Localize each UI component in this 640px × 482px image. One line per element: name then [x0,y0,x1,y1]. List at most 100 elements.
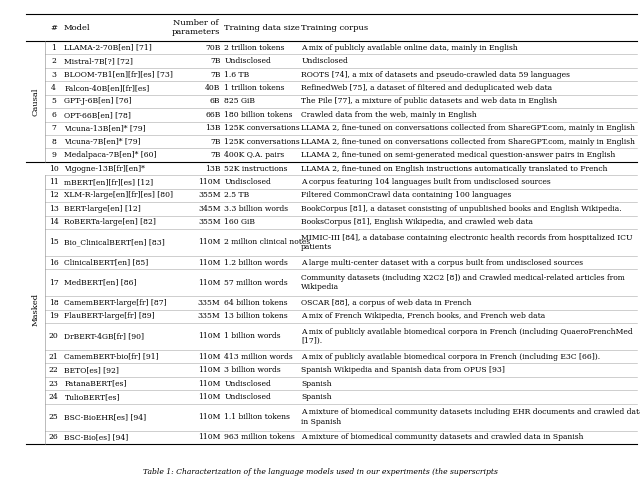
Text: 110M: 110M [198,379,220,388]
Text: 400K Q.A. pairs: 400K Q.A. pairs [225,151,285,159]
Text: 23: 23 [49,379,59,388]
Text: LLAMA 2, fine-tuned on conversations collected from ShareGPT.com, mainly in Engl: LLAMA 2, fine-tuned on conversations col… [301,138,636,146]
Text: DrBERT-4GB[fr] [90]: DrBERT-4GB[fr] [90] [65,333,145,340]
Text: MedBERT[en] [86]: MedBERT[en] [86] [65,279,137,287]
Text: LLAMA 2, fine-tuned on semi-generated medical question-answer pairs in English: LLAMA 2, fine-tuned on semi-generated me… [301,151,616,159]
Text: Community datasets (including X2C2 [8]) and Crawled medical-related articles fro: Community datasets (including X2C2 [8]) … [301,274,625,291]
Text: 1: 1 [51,44,56,52]
Text: BLOOM-7B1[en][fr][es] [73]: BLOOM-7B1[en][fr][es] [73] [65,70,173,79]
Text: Undisclosed: Undisclosed [225,393,271,401]
Text: 52K instructions: 52K instructions [225,164,288,173]
Text: Undisclosed: Undisclosed [301,57,348,65]
Text: 1.1 billion tokens: 1.1 billion tokens [225,413,291,421]
Text: 110M: 110M [198,413,220,421]
Text: mBERT[en][fr][es] [12]: mBERT[en][fr][es] [12] [65,178,154,186]
Text: 26: 26 [49,433,58,441]
Text: 1 trillion tokens: 1 trillion tokens [225,84,285,92]
Text: 5: 5 [51,97,56,106]
Text: BooksCorpus [81], English Wikipedia, and crawled web data: BooksCorpus [81], English Wikipedia, and… [301,218,533,227]
Text: BSC-Bio[es] [94]: BSC-Bio[es] [94] [65,433,129,441]
Text: 13B: 13B [205,164,220,173]
Text: 70B: 70B [205,44,220,52]
Text: 1.6 TB: 1.6 TB [225,70,250,79]
Text: 17: 17 [49,279,58,287]
Text: 19: 19 [49,312,58,321]
Text: Vigogne-13B[fr][en]*: Vigogne-13B[fr][en]* [65,164,145,173]
Text: 180 billion tokens: 180 billion tokens [225,111,293,119]
Text: 7B: 7B [210,70,220,79]
Text: 7: 7 [51,124,56,132]
Text: 125K conversations: 125K conversations [225,138,300,146]
Text: 1.2 billion words: 1.2 billion words [225,259,288,267]
Text: 160 GiB: 160 GiB [225,218,255,227]
Text: 355M: 355M [198,218,220,227]
Text: BERT-large[en] [12]: BERT-large[en] [12] [65,205,141,213]
Text: 110M: 110M [198,366,220,374]
Text: 24: 24 [49,393,58,401]
Text: 13B: 13B [205,124,220,132]
Text: 40B: 40B [205,84,220,92]
Text: Spanish: Spanish [301,379,332,388]
Text: MIMIC-III [84], a database containing electronic health records from hospitalize: MIMIC-III [84], a database containing el… [301,234,633,251]
Text: Undisclosed: Undisclosed [225,379,271,388]
Text: 2: 2 [51,57,56,65]
Text: #: # [50,24,57,32]
Text: 345M: 345M [198,205,220,213]
Text: Spanish: Spanish [301,393,332,401]
Text: BSC-BioEHR[es] [94]: BSC-BioEHR[es] [94] [65,413,147,421]
Text: 3 billion words: 3 billion words [225,366,281,374]
Text: 110M: 110M [198,239,220,246]
Text: Crawled data from the web, mainly in English: Crawled data from the web, mainly in Eng… [301,111,477,119]
Text: Vicuna-13B[en]* [79]: Vicuna-13B[en]* [79] [65,124,146,132]
Text: A mixture of biomedical community datasets including EHR documents and crawled d: A mixture of biomedical community datase… [301,408,640,426]
Text: Undisclosed: Undisclosed [225,57,271,65]
Text: FlauBERT-large[fr] [89]: FlauBERT-large[fr] [89] [65,312,155,321]
Text: 6B: 6B [210,97,220,106]
Text: GPT-J-6B[en] [76]: GPT-J-6B[en] [76] [65,97,132,106]
Text: Training data size: Training data size [224,24,300,32]
Text: Spanish Wikipedia and Spanish data from OPUS [93]: Spanish Wikipedia and Spanish data from … [301,366,505,374]
Text: 355M: 355M [198,191,220,200]
Text: A large multi-center dataset with a corpus built from undisclosed sources: A large multi-center dataset with a corp… [301,259,584,267]
Text: XLM-R-large[en][fr][es] [80]: XLM-R-large[en][fr][es] [80] [65,191,173,200]
Text: ClinicalBERT[en] [85]: ClinicalBERT[en] [85] [65,259,148,267]
Text: OPT-66B[en] [78]: OPT-66B[en] [78] [65,111,131,119]
Text: 4: 4 [51,84,56,92]
Text: 25: 25 [49,413,58,421]
Text: 1 billion words: 1 billion words [225,333,281,340]
Text: ROOTS [74], a mix of datasets and pseudo-crawled data 59 languages: ROOTS [74], a mix of datasets and pseudo… [301,70,570,79]
Text: Number of
parameters: Number of parameters [172,19,220,36]
Text: A mix of publicly available online data, mainly in English: A mix of publicly available online data,… [301,44,518,52]
Text: LLAMA-2-70B[en] [71]: LLAMA-2-70B[en] [71] [65,44,152,52]
Text: RoBERTa-large[en] [82]: RoBERTa-large[en] [82] [65,218,156,227]
Text: Undisclosed: Undisclosed [225,178,271,186]
Text: 825 GiB: 825 GiB [225,97,255,106]
Text: 9: 9 [51,151,56,159]
Text: 335M: 335M [198,299,220,307]
Text: 110M: 110M [198,178,220,186]
Text: 15: 15 [49,239,58,246]
Text: 2 million clinical notes: 2 million clinical notes [225,239,310,246]
Text: Causal: Causal [31,87,39,116]
Text: 2 trillion tokens: 2 trillion tokens [225,44,285,52]
Text: Falcon-40B[en][fr][es]: Falcon-40B[en][fr][es] [65,84,150,92]
Text: BookCorpus [81], a dataset consisting of unpublished books and English Wikipedia: BookCorpus [81], a dataset consisting of… [301,205,622,213]
Text: 963 million tokens: 963 million tokens [225,433,295,441]
Text: Mistral-7B[?] [72]: Mistral-7B[?] [72] [65,57,133,65]
Text: LLAMA 2, fine-tuned on English instructions automatically translated to French: LLAMA 2, fine-tuned on English instructi… [301,164,608,173]
Text: A corpus featuring 104 languages built from undisclosed sources: A corpus featuring 104 languages built f… [301,178,551,186]
Text: 20: 20 [49,333,58,340]
Text: 66B: 66B [205,111,220,119]
Text: 21: 21 [49,353,58,361]
Text: 11: 11 [49,178,58,186]
Text: 335M: 335M [198,312,220,321]
Text: The Pile [77], a mixture of public datasets and web data in English: The Pile [77], a mixture of public datas… [301,97,557,106]
Text: CamemBERT-large[fr] [87]: CamemBERT-large[fr] [87] [65,299,167,307]
Text: 110M: 110M [198,353,220,361]
Text: 125K conversations: 125K conversations [225,124,300,132]
Text: RefinedWeb [75], a dataset of filtered and deduplicated web data: RefinedWeb [75], a dataset of filtered a… [301,84,552,92]
Text: A mix of publicly available biomedical corpora in French (including QuaeroFrench: A mix of publicly available biomedical c… [301,328,633,345]
Text: CamemBERT-bio[fr] [91]: CamemBERT-bio[fr] [91] [65,353,159,361]
Text: 13: 13 [49,205,59,213]
Text: 6: 6 [51,111,56,119]
